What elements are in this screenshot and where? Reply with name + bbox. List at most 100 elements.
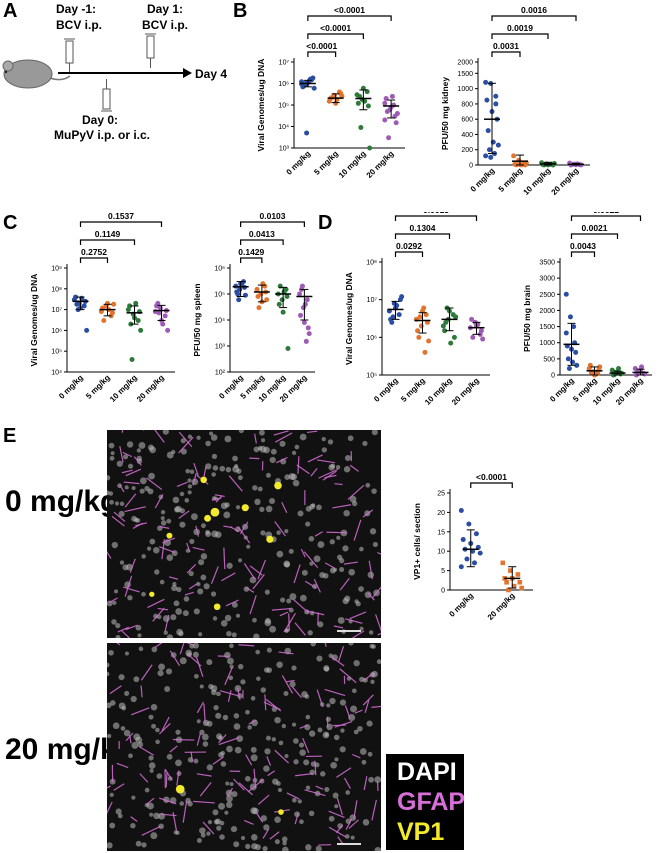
nucleus	[219, 465, 226, 472]
nucleus	[284, 529, 289, 534]
astrocyte-process	[315, 785, 324, 790]
x-tick-label: 20 mg/kg	[450, 376, 481, 407]
nucleus	[175, 759, 182, 767]
panel-letter-b: B	[233, 0, 248, 22]
astrocyte-process	[245, 586, 255, 593]
astrocyte-process	[109, 597, 118, 604]
astrocyte-process	[223, 547, 226, 570]
nucleus	[251, 719, 259, 727]
x-tick-label: 20 mg/kg	[135, 373, 166, 404]
nucleus	[337, 617, 345, 624]
data-point	[299, 283, 305, 289]
nucleus	[109, 822, 116, 829]
vp1-signal	[266, 535, 274, 543]
nucleus	[171, 449, 176, 455]
astrocyte-process	[125, 468, 142, 477]
astrocyte-process	[186, 542, 191, 553]
nucleus	[237, 663, 244, 670]
nucleus	[331, 654, 338, 661]
x-tick-label: 10 mg/kg	[337, 149, 368, 180]
nucleus	[317, 727, 323, 733]
nucleus	[309, 503, 315, 510]
astrocyte-process	[303, 551, 319, 568]
nucleus	[274, 716, 281, 724]
x-tick-label: 20 mg/kg	[365, 149, 396, 180]
y-tick-label: 20	[437, 510, 445, 517]
nucleus	[130, 822, 136, 829]
nucleus	[122, 564, 129, 571]
nucleus	[126, 441, 134, 448]
nucleus	[313, 555, 321, 563]
nucleus	[234, 746, 242, 754]
y-axis-label: Viral Genomes/ug DNA	[29, 274, 39, 367]
y-tick-label: 10³	[215, 344, 226, 351]
astrocyte-process	[307, 454, 323, 463]
nucleus	[201, 733, 209, 741]
nucleus	[147, 546, 152, 551]
chart-d2: 0 500 1000 1500 2000 2500 3000 3500 PFU/50 mg br…	[522, 212, 652, 407]
astrocyte-process	[107, 785, 111, 789]
data-point	[389, 93, 395, 99]
y-axis-label: PFU/50 mg brain	[522, 285, 532, 352]
y-tick-label: 10⁵	[366, 373, 377, 380]
bcv-label-2: BCV i.p.	[142, 18, 188, 32]
x-tick-label: 0 mg/kg	[447, 591, 475, 619]
astrocyte-process	[172, 738, 195, 741]
nucleus	[298, 742, 305, 748]
astrocyte-process	[116, 643, 121, 646]
nucleus	[315, 845, 322, 851]
nucleus	[309, 730, 316, 737]
nucleus	[188, 570, 194, 577]
astrocyte-process	[193, 462, 199, 476]
nucleus	[150, 832, 158, 840]
nucleus	[257, 486, 263, 492]
nucleus	[269, 625, 277, 633]
nucleus	[323, 665, 330, 672]
x-tick-label: 0 mg/kg	[548, 376, 576, 404]
nucleus	[351, 688, 357, 694]
nucleus	[334, 757, 339, 762]
nucleus	[107, 662, 110, 668]
legend-gfap: GFAP	[397, 788, 466, 816]
significance-bracket	[240, 257, 263, 263]
astrocyte-process	[344, 705, 351, 719]
nucleus	[108, 649, 114, 656]
nucleus	[268, 497, 276, 505]
nucleus	[339, 746, 346, 753]
nucleus	[292, 479, 300, 487]
significance-bracket	[570, 215, 642, 221]
chart-e: 0 5 10 15 20 25 VP1+ cells/ section 0 mg/kg 20 m…	[412, 472, 533, 622]
nucleus	[294, 444, 300, 450]
nucleus	[133, 676, 140, 683]
astrocyte-process	[375, 614, 381, 632]
y-tick-label: 10	[437, 549, 445, 556]
significance-bracket	[79, 239, 136, 245]
data-point	[486, 147, 492, 153]
nucleus	[233, 841, 240, 848]
y-tick-label: 10²	[215, 370, 226, 377]
nucleus	[166, 518, 172, 524]
nucleus	[141, 591, 146, 597]
astrocyte-process	[283, 612, 296, 633]
astrocyte-process	[295, 773, 313, 777]
nucleus	[344, 834, 350, 839]
data-point	[160, 321, 166, 327]
astrocyte-process	[257, 559, 267, 580]
significance-bracket	[491, 33, 549, 39]
astrocyte-process	[275, 456, 288, 464]
data-point	[567, 314, 573, 320]
astrocyte-process	[179, 643, 185, 655]
nucleus	[274, 839, 280, 845]
nucleus	[187, 478, 192, 483]
nucleus	[210, 591, 217, 597]
nucleus	[127, 595, 133, 601]
astrocyte-process	[146, 477, 163, 491]
nucleus	[282, 846, 289, 851]
astrocyte-process	[107, 550, 112, 559]
nucleus	[112, 600, 117, 605]
nucleus	[347, 435, 354, 442]
stain-legend: DAPI GFAP VP1	[386, 754, 466, 850]
astrocyte-process	[281, 502, 288, 513]
astrocyte-process	[107, 801, 113, 815]
data-point	[304, 130, 310, 136]
